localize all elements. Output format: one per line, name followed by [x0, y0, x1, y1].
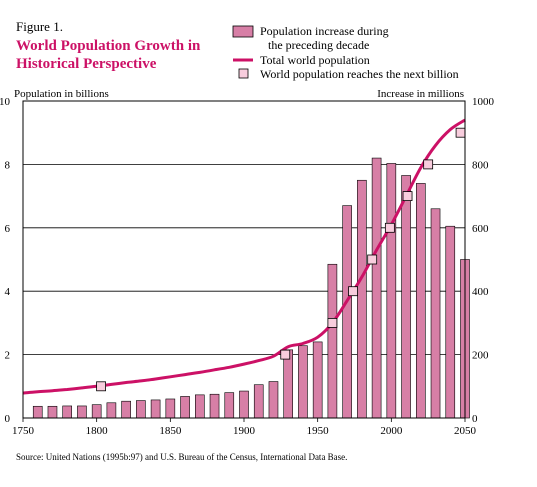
bar-1990: [371, 157, 382, 419]
bar-1840: [150, 399, 161, 419]
x-tick-label: 2000: [380, 425, 403, 437]
bar-1970: [342, 205, 352, 419]
right-tick-label: 0: [472, 413, 478, 425]
bar-1760: [32, 405, 43, 419]
left-tick-label: 0: [5, 413, 11, 425]
legend-marker-label: World population reaches the next billio…: [260, 67, 459, 81]
bar-2030: [430, 208, 441, 419]
left-tick-label: 2: [5, 350, 11, 362]
bar-1880: [209, 393, 220, 419]
bar-1910: [253, 384, 264, 419]
x-axis-ticks: 1750 1800 1850 1900 1950 2000 2050: [12, 418, 477, 437]
legend-bar-label-line-1: Population increase during: [260, 24, 389, 38]
x-tick-label: 2050: [454, 425, 477, 437]
x-tick-label: 1900: [233, 425, 256, 437]
bar-1890: [224, 392, 235, 419]
x-tick-label: 1800: [86, 425, 109, 437]
bar-1810: [106, 402, 117, 419]
right-tick-label: 1000: [472, 96, 495, 108]
x-tick-label: 1850: [159, 425, 182, 437]
right-tick-label: 600: [472, 223, 489, 235]
right-axis-ticks: 0 200 400 600 800 1000: [472, 96, 495, 425]
legend: Population increase during the preceding…: [232, 24, 459, 81]
right-tick-label: 800: [472, 159, 489, 171]
bar-1790: [77, 405, 87, 419]
plot-frame: [22, 100, 466, 419]
legend-line-label: Total world population: [260, 53, 370, 67]
billion-marker-9: [455, 127, 466, 138]
bar-1950: [312, 341, 323, 419]
x-tick-label: 1750: [12, 425, 35, 437]
bar-1780: [62, 405, 73, 419]
bar-1930: [283, 349, 294, 419]
bar-1770: [47, 405, 58, 419]
bar-1960: [327, 263, 338, 419]
marker-series: [96, 127, 466, 392]
billion-marker-6: [384, 222, 395, 233]
right-tick-label: 200: [472, 350, 489, 362]
bar-1900: [239, 390, 249, 419]
legend-bar-swatch: [232, 25, 254, 38]
line-series: [22, 118, 466, 395]
left-tick-label: 8: [5, 159, 11, 171]
bar-1860: [180, 396, 190, 419]
chart-title-line-1: World Population Growth in: [16, 38, 201, 54]
left-axis-ticks: 0 2 4 6 8 10: [0, 96, 11, 425]
gridlines: [23, 163, 465, 356]
billion-marker-4: [348, 286, 358, 297]
left-tick-label: 6: [5, 223, 11, 235]
bar-1830: [136, 400, 146, 419]
billion-marker-2: [280, 349, 291, 360]
left-axis-title: Population in billions: [14, 88, 109, 100]
bar-2020: [415, 183, 426, 419]
billion-marker-7: [402, 191, 413, 202]
billion-marker-3: [327, 317, 338, 328]
bar-1820: [121, 400, 131, 419]
source-note: Source: United Nations (1995b:97) and U.…: [16, 452, 347, 462]
bar-1870: [195, 394, 205, 419]
bar-1850: [165, 398, 176, 419]
bar-1940: [298, 345, 308, 419]
left-tick-label: 4: [5, 286, 11, 298]
billion-marker-1: [96, 381, 106, 392]
bar-1800: [91, 404, 102, 419]
left-tick-label: 10: [0, 96, 11, 108]
legend-marker-swatch: [238, 68, 249, 79]
figure-label: Figure 1.: [16, 19, 63, 34]
bar-1920: [268, 381, 279, 419]
x-tick-label: 1950: [307, 425, 330, 437]
legend-bar-label-line-2: the preceding decade: [268, 38, 369, 52]
billion-marker-8: [423, 159, 434, 170]
right-tick-label: 400: [472, 286, 489, 298]
bar-2010: [401, 175, 411, 419]
total-population-line: [22, 118, 466, 395]
billion-marker-5: [367, 254, 378, 265]
bar-1980: [357, 179, 367, 419]
chart-title-line-2: Historical Perspective: [16, 56, 157, 72]
bar-2040: [445, 225, 456, 419]
bar-2000: [386, 163, 397, 419]
right-axis-title: Increase in millions: [377, 88, 464, 100]
